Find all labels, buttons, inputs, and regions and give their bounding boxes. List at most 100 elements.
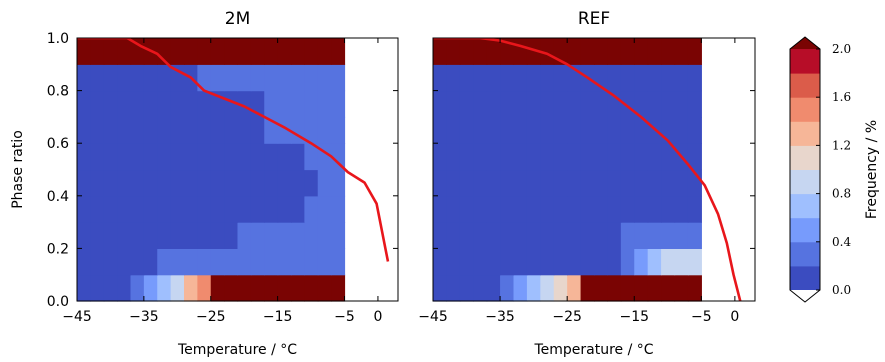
heatmap-cell — [446, 222, 461, 249]
heatmap-cell — [580, 222, 595, 249]
heatmap-cell — [237, 222, 252, 249]
heatmap-cell — [224, 248, 239, 276]
heatmap-cell — [473, 64, 488, 92]
heatmap-cell — [620, 38, 635, 65]
plot-frame — [432, 37, 756, 302]
heatmap-cell — [143, 248, 158, 276]
x-tick-label: −5 — [334, 309, 355, 325]
heatmap-cell — [197, 248, 212, 276]
heatmap-cell — [634, 248, 649, 276]
heatmap-cell — [210, 143, 225, 171]
heatmap-cell — [500, 195, 515, 223]
heatmap-cell — [317, 169, 332, 197]
heatmap-cell — [580, 116, 595, 144]
heatmap-cell — [567, 195, 582, 223]
heatmap-cell — [210, 169, 225, 197]
panel-ref: REF −45 −35 −25 −15 −5 0 — [418, 9, 756, 325]
heatmap-cell — [184, 248, 198, 276]
heatmap-cell — [331, 143, 346, 171]
colorbar-tick-label: 2.0 — [832, 42, 851, 56]
heatmap-cell — [674, 248, 689, 276]
heatmap-cell — [486, 116, 501, 144]
heatmap-cell — [130, 248, 145, 276]
heatmap-cell — [433, 116, 448, 144]
heatmap-cell — [250, 143, 265, 171]
heatmap-cell — [540, 222, 555, 249]
heatmap-cell — [103, 90, 118, 118]
heatmap-cell — [594, 274, 609, 302]
x-tick-label: −45 — [62, 309, 92, 325]
heatmap-cell — [143, 90, 158, 118]
heatmap-cell — [446, 195, 461, 223]
heatmap-cell — [594, 143, 609, 171]
x-axis-label-2m: Temperature / °C — [177, 342, 297, 358]
heatmap-cell — [486, 222, 501, 249]
heatmap-cell — [237, 90, 252, 118]
heatmap-cell — [264, 195, 279, 223]
heatmap-cell — [331, 169, 346, 197]
colorbar-segment — [790, 265, 820, 291]
heatmap-cell — [197, 274, 212, 302]
heatmap-cell — [473, 90, 488, 118]
heatmap-cell — [661, 248, 676, 276]
heatmap-cell — [500, 116, 515, 144]
heatmap-cell — [237, 274, 252, 302]
heatmap-cell — [580, 248, 595, 276]
heatmap-cell — [661, 38, 676, 65]
heatmap-cell — [304, 195, 319, 223]
heatmap-cell — [331, 90, 346, 118]
heatmap-cell — [634, 169, 649, 197]
heatmap-cell — [526, 274, 541, 302]
heatmap-cell — [446, 90, 461, 118]
heatmap-cell — [157, 222, 172, 249]
heatmap-cell — [459, 169, 474, 197]
heatmap-cell — [224, 38, 239, 65]
heatmap-cell — [580, 274, 595, 302]
heatmap-cell — [77, 222, 91, 249]
heatmap-cell — [594, 116, 609, 144]
heatmap-cell — [526, 169, 541, 197]
heatmap-cell — [264, 222, 279, 249]
heatmap-cell — [674, 38, 689, 65]
heatmap-cell — [634, 64, 649, 92]
heatmap-cell — [647, 222, 662, 249]
heatmap-cell — [620, 169, 635, 197]
heatmap-cell — [130, 169, 145, 197]
heatmap-cell — [277, 90, 292, 118]
heatmap-cell — [687, 222, 702, 249]
heatmap-cell — [433, 143, 448, 171]
heatmap-cell — [224, 195, 239, 223]
heatmap-cell — [500, 222, 515, 249]
heatmap-cell — [687, 116, 702, 144]
heatmap-cell — [513, 143, 528, 171]
heatmap-cell — [331, 195, 346, 223]
heatmap-cell — [277, 116, 292, 144]
heatmap-cell — [130, 143, 145, 171]
colorbar-label: Frequency / % — [864, 120, 880, 219]
heatmap-cell — [526, 64, 541, 92]
heatmap-cell — [291, 143, 305, 171]
heatmap-cell — [210, 274, 225, 302]
heatmap-cell — [264, 274, 279, 302]
heatmap-cell — [433, 38, 448, 65]
heatmap-cell — [117, 116, 132, 144]
heatmap-cell — [459, 38, 474, 65]
heatmap-cell — [224, 116, 239, 144]
heatmap-cell — [620, 274, 635, 302]
heatmap-cell — [647, 274, 662, 302]
heatmap-cell — [580, 38, 595, 65]
heatmap-cell — [197, 195, 212, 223]
heatmap-cell — [513, 116, 528, 144]
heatmap-cell — [620, 143, 635, 171]
heatmap-cell — [130, 195, 145, 223]
heatmap-cell — [170, 38, 185, 65]
heatmap-cell — [687, 274, 702, 302]
heatmap-cell — [143, 169, 158, 197]
heatmap-cell — [331, 64, 346, 92]
heatmap-cell — [117, 274, 132, 302]
heatmap-cell — [90, 169, 105, 197]
heatmap-cell — [291, 64, 305, 92]
colorbar-segment — [790, 241, 820, 267]
heatmap-cell — [210, 248, 225, 276]
heatmap-cell — [459, 116, 474, 144]
